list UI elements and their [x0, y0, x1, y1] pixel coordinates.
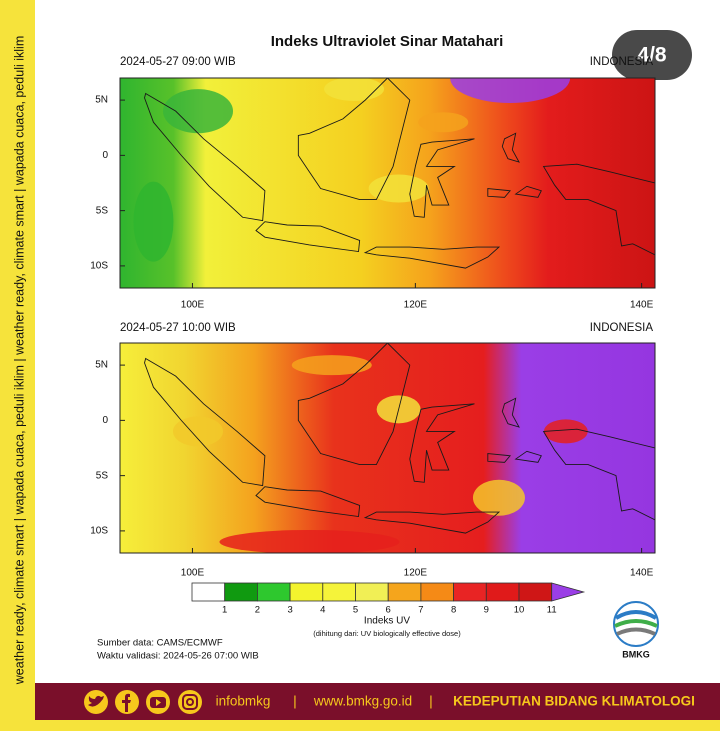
- lat-label: 5N: [95, 360, 108, 371]
- map-panel: 2024-05-27 09:00 WIB INDONESIA 5N 0 5S 10S 100…: [90, 56, 656, 311]
- uv-patch: [368, 174, 429, 203]
- page-badge-text: 4/8: [637, 44, 667, 67]
- uv-field: [120, 343, 655, 553]
- colorbar-box: [485, 582, 520, 602]
- colorbar-box: [387, 582, 422, 602]
- uv-patch: [173, 416, 224, 447]
- colorbar-label: 10: [514, 605, 525, 616]
- bmkg-logo: BMKG: [613, 601, 659, 659]
- map-region: INDONESIA: [590, 322, 654, 334]
- uv-patch: [472, 479, 525, 516]
- colorbar-box: [224, 582, 258, 602]
- lat-label: 0: [102, 415, 108, 426]
- map-time: 2024-05-27 10:00 WIB: [120, 322, 236, 334]
- colorbar-box: [191, 582, 226, 602]
- colorbar-label: 7: [418, 605, 423, 616]
- colorbar-label: 9: [484, 605, 489, 616]
- colorbar-label: 5: [353, 605, 358, 616]
- coastline: [542, 163, 655, 256]
- map-region: INDONESIA: [590, 56, 654, 68]
- colorbar-label: 2: [255, 605, 260, 616]
- uv-patch: [219, 529, 400, 553]
- footer-separator: |: [429, 693, 433, 709]
- coastline: [144, 92, 266, 222]
- coastline: [363, 246, 501, 269]
- side-banner: weather ready, climate smart | wapada cu…: [12, 36, 26, 685]
- footer-website[interactable]: www.bmkg.go.id: [313, 694, 412, 709]
- coastline: [297, 343, 411, 466]
- colorbar-box: [289, 582, 324, 602]
- footer-unit: KEDEPUTIAN BIDANG KLIMATOLOGI: [453, 694, 695, 709]
- coastline: [501, 132, 520, 163]
- colorbar-label: 3: [287, 605, 292, 616]
- coastline: [255, 486, 361, 518]
- instagram-icon[interactable]: [178, 690, 202, 714]
- lat-label: 5N: [95, 95, 108, 106]
- coastline: [409, 403, 475, 483]
- maps: 2024-05-27 09:00 WIB INDONESIA 5N 0 5S 10S 100…: [90, 56, 656, 579]
- logo-text: BMKG: [622, 649, 650, 659]
- colorbar-box: [453, 582, 487, 602]
- coastline: [487, 453, 511, 463]
- lon-label: 140E: [630, 568, 654, 579]
- colorbar-box: [322, 582, 356, 602]
- colorbar-label: 1: [222, 605, 227, 616]
- coastline: [409, 138, 475, 218]
- colorbar-box: [420, 582, 454, 602]
- footer-separator: |: [293, 693, 297, 709]
- colorbar-box: [355, 582, 389, 602]
- footer-handle[interactable]: infobmkg: [216, 694, 271, 709]
- colorbar-label: 4: [320, 605, 325, 616]
- coastline: [144, 357, 266, 487]
- colorbar-title: Indeks UV: [364, 616, 410, 627]
- lat-label: 0: [102, 150, 108, 161]
- map-panel: 2024-05-27 10:00 WIB INDONESIA 5N 0 5S 10S 100…: [90, 322, 656, 579]
- colorbar-box: [518, 582, 553, 602]
- map-frame: [119, 342, 656, 554]
- title: Indeks Ultraviolet Sinar Matahari: [271, 33, 504, 50]
- colorbar-label: 8: [451, 605, 456, 616]
- colorbar-label: 6: [386, 605, 391, 616]
- uv-patch: [450, 78, 571, 103]
- lat-label: 5S: [96, 205, 109, 216]
- uv-patch: [324, 78, 385, 102]
- coastline: [487, 188, 511, 198]
- lon-label: 120E: [404, 300, 428, 311]
- coastline: [514, 185, 542, 198]
- lon-label: 140E: [630, 300, 654, 311]
- lon-label: 120E: [404, 568, 428, 579]
- uv-field-base: [120, 343, 655, 553]
- coastline: [297, 78, 411, 201]
- coastline: [363, 511, 501, 534]
- lat-label: 10S: [90, 526, 108, 537]
- coastline: [514, 450, 542, 463]
- source: Sumber data: CAMS/ECMWF: [97, 638, 223, 649]
- validity: Waktu validasi: 2024-05-26 07:00 WIB: [97, 651, 259, 662]
- colorbar: 1 2 3 4 5 6 7 8 9 10 11: [191, 582, 586, 616]
- uv-patch: [133, 181, 174, 262]
- social-icons: [84, 690, 202, 714]
- colorbar-note: (dihitung dari: UV biologically effectiv…: [313, 629, 461, 638]
- coastline: [255, 221, 361, 253]
- uv-patch: [163, 89, 234, 134]
- coastline: [501, 397, 520, 428]
- colorbar-label: 11: [547, 605, 557, 616]
- map-time: 2024-05-27 09:00 WIB: [120, 56, 236, 68]
- coastline: [542, 428, 655, 521]
- page-badge[interactable]: [612, 30, 692, 80]
- colorbar-arrow: [551, 582, 586, 602]
- uv-patch: [543, 419, 588, 444]
- uv-field: [120, 78, 655, 288]
- map-frame: [119, 77, 656, 289]
- lon-label: 100E: [181, 568, 205, 579]
- colorbar-box: [256, 582, 291, 602]
- lat-label: 10S: [90, 261, 108, 272]
- uv-patch: [418, 112, 469, 133]
- lon-label: 100E: [181, 300, 205, 311]
- uv-patch: [291, 355, 372, 376]
- lat-label: 5S: [96, 470, 109, 481]
